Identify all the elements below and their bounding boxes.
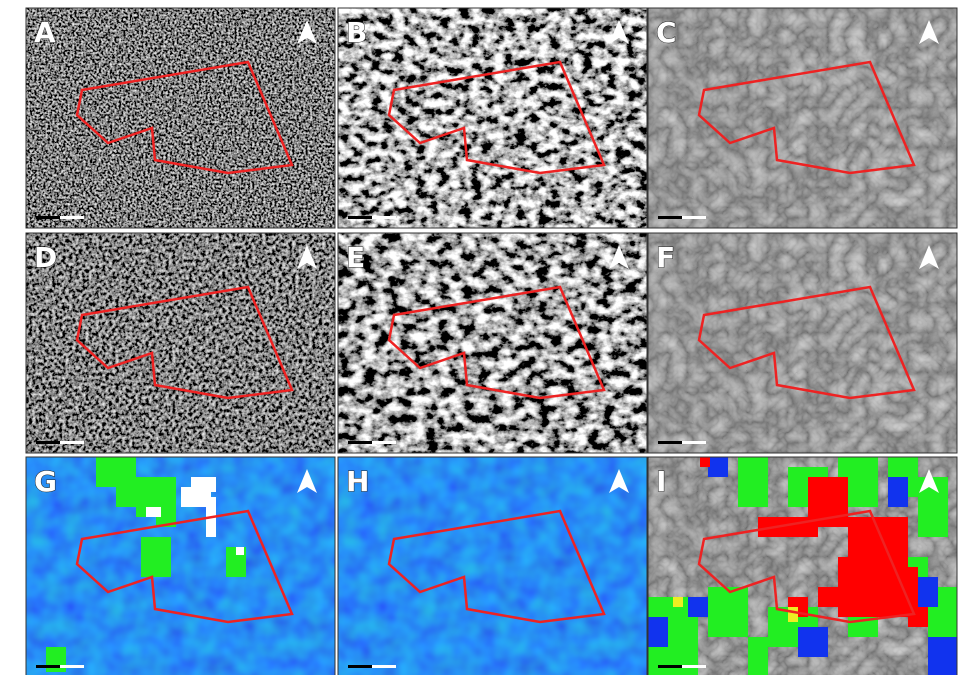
- map-panel: D: [26, 233, 335, 453]
- scale-bar: [372, 216, 396, 219]
- figure: A B C D E F G H I: [0, 0, 966, 675]
- panel-label: D: [34, 241, 57, 274]
- raster-cell: [838, 557, 908, 617]
- raster-cell: [648, 617, 668, 647]
- scale-bar: [658, 216, 682, 219]
- map-panel: I: [648, 457, 957, 675]
- scale-bar: [348, 216, 372, 219]
- panel-label: A: [34, 16, 56, 49]
- raster-cell: [788, 607, 798, 622]
- scale-bar: [36, 216, 60, 219]
- raster-cell: [798, 627, 828, 657]
- panel-content: [26, 457, 335, 675]
- raster-cell: [236, 547, 244, 555]
- scale-bar: [36, 665, 60, 668]
- raster-cell: [888, 477, 908, 507]
- raster-cell: [708, 457, 728, 477]
- panel-content: [26, 233, 335, 453]
- map-image: [648, 8, 957, 228]
- map-panel: E: [338, 233, 647, 453]
- map-image: [26, 233, 335, 453]
- map-image: [648, 233, 957, 453]
- raster-cell: [928, 637, 957, 675]
- panel-label: I: [656, 465, 666, 498]
- raster-cell: [758, 517, 818, 537]
- map-panel: C: [648, 8, 957, 228]
- scale-bar: [658, 665, 682, 668]
- scale-bar: [682, 441, 706, 444]
- panel-content: [648, 457, 957, 675]
- panel-label: B: [346, 16, 367, 49]
- scale-bar: [682, 216, 706, 219]
- raster-cell: [46, 647, 66, 672]
- raster-cell: [818, 587, 838, 607]
- raster-cell: [748, 637, 768, 675]
- raster-cell: [848, 517, 908, 557]
- panel-content: [648, 8, 957, 228]
- raster-cell: [700, 457, 710, 467]
- panel-content: [338, 233, 647, 453]
- raster-cell: [918, 577, 938, 607]
- map-panel: F: [648, 233, 957, 453]
- map-panel: H: [338, 457, 647, 675]
- map-image: [338, 233, 647, 453]
- scale-bar: [36, 441, 60, 444]
- scale-bar: [372, 441, 396, 444]
- map-panel: G: [26, 457, 335, 675]
- map-image: [26, 8, 335, 228]
- panel-label: G: [34, 465, 57, 498]
- raster-cell: [146, 507, 161, 517]
- raster-cell: [738, 457, 768, 507]
- scale-bar: [658, 441, 682, 444]
- panel-label: C: [656, 16, 677, 49]
- map-image: [26, 457, 335, 675]
- scale-bar: [682, 665, 706, 668]
- raster-cell: [708, 587, 748, 637]
- scale-bar: [60, 216, 84, 219]
- map-panel: A: [26, 8, 335, 228]
- panel-content: [338, 457, 647, 675]
- scale-bar: [60, 665, 84, 668]
- panel-label: H: [346, 465, 369, 498]
- raster-cell: [141, 537, 171, 577]
- map-panel: B: [338, 8, 647, 228]
- raster-cell: [648, 647, 698, 675]
- panel-label: E: [346, 241, 365, 274]
- map-image: [338, 8, 647, 228]
- raster-cell: [688, 597, 708, 617]
- map-image: [338, 457, 647, 675]
- panel-content: [338, 8, 647, 228]
- scale-bar: [372, 665, 396, 668]
- raster-cell: [673, 597, 683, 607]
- panel-content: [648, 233, 957, 453]
- scale-bar: [348, 441, 372, 444]
- panel-content: [26, 8, 335, 228]
- scale-bar: [348, 665, 372, 668]
- scale-bar: [60, 441, 84, 444]
- raster-cell: [191, 477, 216, 492]
- panel-label: F: [656, 241, 675, 274]
